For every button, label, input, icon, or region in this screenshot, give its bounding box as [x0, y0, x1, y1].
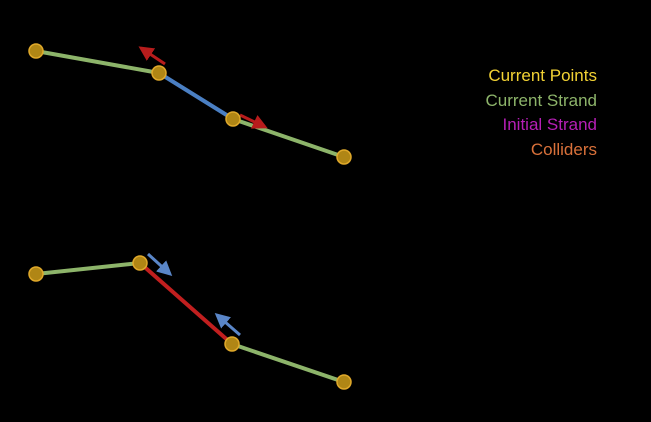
top-point-4 [336, 149, 352, 165]
top-strand [28, 43, 352, 165]
bottom-point-2 [132, 255, 148, 271]
bottom-strand [28, 252, 352, 390]
bottom-segment-3 [230, 342, 346, 384]
top-arrow-left [138, 46, 166, 66]
bottom-segment-2-highlight [138, 261, 234, 346]
top-point-3 [225, 111, 241, 127]
legend-current-points: Current Points [488, 66, 597, 85]
bottom-arrow-up [214, 313, 241, 337]
bottom-point-3 [224, 336, 240, 352]
bottom-arrow-down [146, 252, 173, 277]
legend: Current Points Current Strand Initial St… [486, 64, 598, 162]
top-arrow-right [239, 113, 268, 129]
legend-current-strand: Current Strand [485, 90, 598, 110]
legend-initial-strand: Initial Strand [502, 115, 598, 134]
top-segment-3 [231, 117, 346, 159]
bottom-point-1 [28, 266, 44, 282]
top-segment-1 [34, 49, 161, 75]
bottom-segment-1 [34, 261, 142, 276]
top-point-2 [151, 65, 167, 81]
top-segment-2-highlight [157, 71, 235, 121]
bottom-point-4 [336, 374, 352, 390]
legend-colliders: Colliders [530, 139, 597, 159]
top-point-1 [28, 43, 44, 59]
